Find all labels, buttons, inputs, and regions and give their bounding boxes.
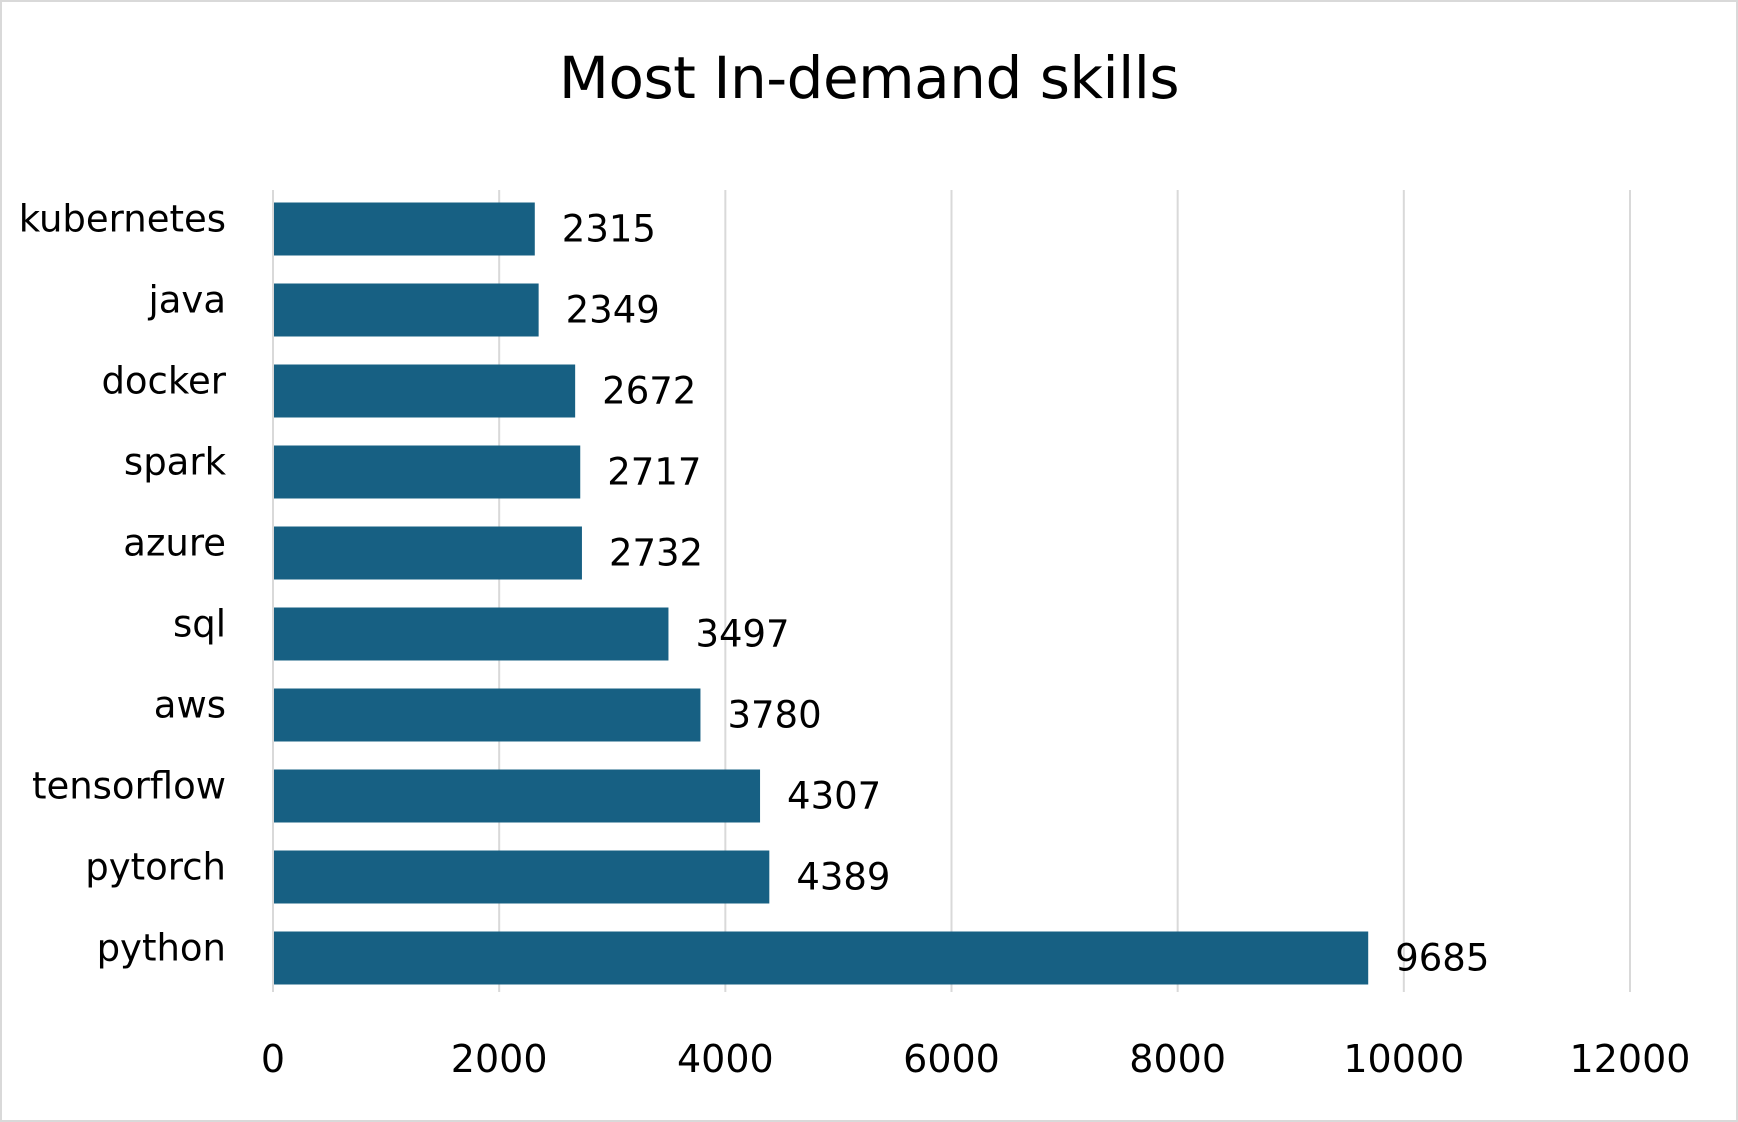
x-tick-label: 10000 [1343,1037,1464,1081]
x-tick-label: 0 [261,1037,285,1081]
bar-python [273,931,1369,985]
bar-docker [273,364,576,418]
labels: 0 2000 4000 6000 8000 10000 12000 kubernetes 231… [19,198,1691,1082]
category-label: tensorflow [32,765,226,808]
category-label: spark [124,441,227,484]
bar-tensorflow [273,769,761,823]
x-tick-label: 6000 [903,1037,1000,1081]
x-tick-label: 12000 [1570,1037,1691,1081]
data-label: 9685 [1395,937,1489,980]
category-label: sql [173,603,226,646]
category-label: java [147,279,226,322]
data-label: 2315 [562,208,656,251]
bar-azure [273,526,582,580]
x-tick-label: 8000 [1129,1037,1226,1081]
category-label: docker [101,360,226,403]
bar-java [273,283,539,337]
bar-sql [273,607,669,661]
bar-spark [273,445,581,499]
data-label: 2732 [609,532,703,575]
data-label: 2349 [566,289,660,332]
gridlines [498,190,1631,992]
category-label: python [97,927,226,970]
data-label: 4389 [796,856,890,899]
chart-title: Most In-demand skills [558,44,1180,112]
category-label: kubernetes [19,198,226,241]
data-label: 2717 [607,451,701,494]
bar-kubernetes [273,202,535,256]
x-tick-label: 4000 [677,1037,774,1081]
data-label: 2672 [602,370,696,413]
bar-aws [273,688,701,742]
category-label: pytorch [85,846,226,889]
category-label: aws [154,684,226,727]
bars [273,202,1369,985]
data-label: 3497 [695,613,789,656]
data-label: 3780 [727,694,821,737]
bar-pytorch [273,850,770,904]
category-label: azure [123,522,226,565]
data-label: 4307 [787,775,881,818]
x-tick-label: 2000 [451,1037,548,1081]
